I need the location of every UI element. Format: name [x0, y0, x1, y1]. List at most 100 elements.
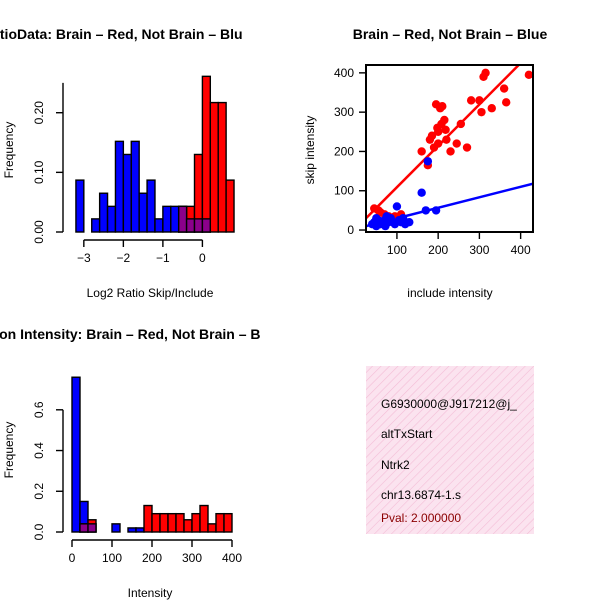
scatter-point-brain — [481, 68, 490, 78]
scatter-point-not-brain — [392, 202, 402, 211]
info-event-type: altTxStart — [381, 427, 433, 441]
intensity-hist-bar-brain — [159, 512, 169, 533]
ratio-hist-bar-not-brain — [162, 205, 172, 233]
intensity-scatter-panel: Brain – Red, Not Brain – Blue 100 200 300 4… — [303, 26, 547, 300]
scatter-x-tick-label: 100 — [387, 243, 407, 257]
scatter-plot-box — [365, 64, 534, 233]
scatter-point-not-brain — [405, 217, 414, 227]
intensity-hist-bar-brain — [151, 512, 161, 533]
ratio-hist-x-tick-label: −3 — [77, 251, 91, 265]
ratio-hist-bar-not-brain — [106, 205, 117, 233]
ratio-hist-y-tick-label: 0.00 — [32, 220, 46, 244]
scatter-point-brain — [466, 96, 476, 105]
info-panel-hatching — [366, 366, 534, 534]
scatter-y-tick-label: 200 — [334, 144, 354, 158]
intensity-hist-bar-brain — [191, 512, 201, 533]
info-gene: Ntrk2 — [381, 458, 410, 472]
ratio-hist-bar-not-brain — [114, 140, 125, 233]
scatter-point-brain — [433, 127, 443, 136]
ratio-hist-bar-not-brain — [98, 192, 109, 233]
ratio-hist-xlabel: Log2 Ratio Skip/Include — [87, 286, 214, 300]
ratio-hist-bar-not-brain — [170, 205, 180, 233]
intensity-hist-y-tick-label: 0.0 — [32, 523, 46, 540]
ratio-hist-bar-brain — [201, 75, 212, 233]
scatter-point-brain — [442, 135, 451, 144]
intensity-hist-x-tick-label: 300 — [182, 551, 202, 565]
info-pval: Pval: 2.000000 — [381, 511, 461, 525]
scatter-point-brain — [456, 119, 466, 129]
intensity-hist-bar-not-brain — [127, 527, 137, 533]
ratio-hist-bar-not-brain — [91, 218, 101, 233]
intensity-hist-bar-not-brain — [135, 527, 145, 533]
ratio-hist-x-tick-label: −1 — [156, 251, 170, 265]
scatter-point-brain — [441, 125, 450, 135]
ratio-hist-bar-brain — [217, 101, 227, 233]
scatter-point-brain — [446, 147, 455, 156]
scatter-title: Brain – Red, Not Brain – Blue — [353, 26, 548, 42]
scatter-x-tick-label: 300 — [469, 243, 489, 257]
intensity-hist-bar-brain — [167, 512, 177, 533]
scatter-ylabel: skip intensity — [303, 116, 317, 185]
scatter-y-tick-label: 0 — [347, 223, 354, 237]
scatter-point-brain — [475, 96, 484, 105]
scatter-point-brain — [427, 131, 437, 140]
intensity-hist-bar-brain — [215, 512, 225, 533]
scatter-xlabel: include intensity — [407, 286, 492, 300]
scatter-point-brain — [433, 139, 443, 148]
intensity-hist-y-tick-label: 0.2 — [32, 483, 46, 500]
intensity-histogram-panel: Exon Intensity: Brain – Red, Not Brain –… — [0, 326, 261, 600]
scatter-point-brain — [487, 104, 496, 113]
intensity-hist-x-tick-label: 400 — [222, 551, 242, 565]
ratio-hist-bar-overlap — [193, 218, 204, 233]
info-panel: G6930000@J917212@j_ altTxStart Ntrk2 chr… — [366, 366, 534, 534]
ratio-hist-bar-not-brain — [138, 192, 148, 233]
intensity-hist-bar-brain — [183, 519, 193, 533]
ratio-hist-y-tick-label: 0.10 — [32, 160, 46, 184]
ratio-hist-x-tick-label: 0 — [199, 251, 206, 265]
scatter-point-brain — [440, 115, 449, 125]
scatter-point-not-brain — [423, 157, 433, 166]
scatter-y-tick-label: 100 — [334, 184, 354, 198]
scatter-point-brain — [417, 147, 426, 156]
scatter-point-not-brain — [421, 206, 430, 215]
scatter-point-not-brain — [431, 206, 441, 215]
ratio-hist-bar-brain — [209, 101, 219, 233]
ratio-hist-y-tick-label: 0.20 — [32, 101, 46, 125]
ratio-hist-bar-overlap — [185, 218, 196, 233]
ratio-hist-bar-not-brain — [154, 218, 164, 233]
ratio-hist-x-tick-label: −2 — [117, 251, 131, 265]
intensity-hist-bar-brain — [143, 504, 153, 533]
scatter-x-tick-label: 400 — [511, 243, 531, 257]
info-location: chr13.6874-1.s — [381, 488, 461, 502]
ratio-hist-ylabel: Frequency — [2, 122, 16, 179]
intensity-hist-bar-not-brain — [111, 523, 121, 533]
ratio-hist-bar-not-brain — [75, 179, 85, 233]
scatter-point-brain — [452, 139, 461, 148]
scatter-point-brain — [462, 143, 472, 152]
intensity-hist-bar-overlap — [87, 523, 97, 533]
scatter-point-brain — [477, 107, 486, 117]
scatter-point-brain — [499, 84, 509, 93]
scatter-x-tick-label: 200 — [428, 243, 448, 257]
scatter-y-tick-label: 300 — [334, 105, 354, 119]
ratio-hist-bar-not-brain — [122, 153, 132, 233]
intensity-hist-x-tick-label: 200 — [142, 551, 162, 565]
intensity-hist-xlabel: Intensity — [128, 586, 173, 600]
intensity-hist-bar-brain — [223, 512, 233, 533]
intensity-hist-x-tick-label: 100 — [102, 551, 122, 565]
ratio-hist-bar-not-brain — [146, 179, 156, 233]
intensity-hist-bar-overlap — [79, 523, 89, 533]
intensity-hist-ylabel: Frequency — [2, 422, 16, 479]
scatter-point-not-brain — [417, 188, 426, 197]
ratio-hist-bar-not-brain — [130, 140, 140, 233]
intensity-hist-bar-brain — [199, 504, 209, 533]
intensity-hist-title: Exon Intensity: Brain – Red, Not Brain –… — [0, 326, 261, 342]
info-id-line: G6930000@J917212@j_ — [381, 397, 517, 411]
intensity-hist-bar-brain — [175, 512, 185, 533]
ratio-histogram-panel: RatioData: Brain – Red, Not Brain – Blu … — [0, 26, 243, 300]
intensity-hist-bar-not-brain — [71, 376, 81, 533]
intensity-hist-y-tick-label: 0.6 — [32, 401, 46, 418]
ratio-hist-title: RatioData: Brain – Red, Not Brain – Blu — [0, 26, 243, 42]
scatter-point-brain — [501, 98, 511, 107]
